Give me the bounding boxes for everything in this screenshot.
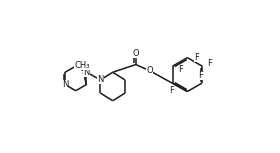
Text: N: N: [97, 75, 104, 84]
Text: O: O: [146, 66, 153, 75]
Text: O: O: [132, 49, 139, 58]
Text: N: N: [83, 68, 90, 77]
Text: F: F: [178, 65, 183, 74]
Text: CH₃: CH₃: [74, 61, 90, 70]
Text: N: N: [62, 80, 68, 89]
Text: F: F: [207, 58, 212, 67]
Text: F: F: [169, 86, 174, 95]
Text: F: F: [198, 71, 203, 80]
Text: F: F: [194, 53, 199, 62]
